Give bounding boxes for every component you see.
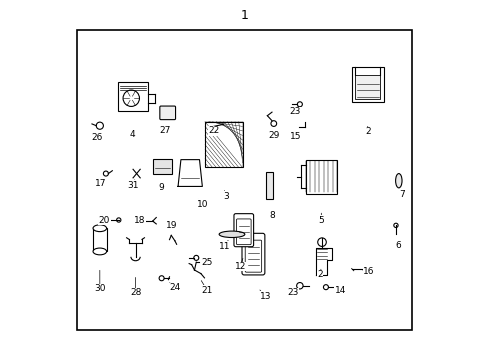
Text: 26: 26 bbox=[91, 133, 103, 142]
Text: 22: 22 bbox=[208, 126, 219, 135]
Text: 8: 8 bbox=[269, 211, 275, 220]
Text: 13: 13 bbox=[259, 292, 270, 301]
Text: 31: 31 bbox=[127, 181, 139, 190]
Text: 4: 4 bbox=[129, 130, 135, 139]
Text: 16: 16 bbox=[362, 267, 374, 276]
Text: 6: 6 bbox=[394, 240, 400, 249]
Text: 28: 28 bbox=[130, 288, 141, 297]
Ellipse shape bbox=[93, 248, 106, 255]
Text: 23: 23 bbox=[289, 107, 300, 116]
Text: 15: 15 bbox=[289, 132, 300, 141]
Bar bbox=[118, 82, 148, 111]
FancyBboxPatch shape bbox=[242, 233, 264, 275]
FancyBboxPatch shape bbox=[233, 214, 253, 247]
Ellipse shape bbox=[395, 174, 401, 188]
Text: 11: 11 bbox=[219, 242, 230, 251]
FancyBboxPatch shape bbox=[236, 219, 251, 245]
Text: 25: 25 bbox=[201, 258, 212, 267]
Bar bbox=[351, 67, 383, 102]
Text: 10: 10 bbox=[196, 200, 208, 209]
Text: 20: 20 bbox=[99, 216, 110, 225]
Ellipse shape bbox=[219, 231, 244, 238]
Text: 17: 17 bbox=[95, 179, 106, 188]
Bar bbox=[354, 75, 380, 99]
Text: 24: 24 bbox=[169, 283, 180, 292]
Bar bbox=[93, 228, 106, 251]
Text: 9: 9 bbox=[159, 183, 164, 192]
Text: 14: 14 bbox=[334, 285, 345, 294]
Text: 2: 2 bbox=[317, 270, 323, 279]
Bar bbox=[265, 172, 272, 199]
Text: 23: 23 bbox=[286, 288, 298, 297]
Text: 12: 12 bbox=[234, 262, 245, 271]
Bar bbox=[77, 30, 411, 330]
Text: 1: 1 bbox=[240, 9, 248, 22]
Bar bbox=[153, 158, 171, 174]
Text: 19: 19 bbox=[165, 221, 177, 230]
Text: 21: 21 bbox=[201, 285, 212, 294]
FancyBboxPatch shape bbox=[244, 240, 261, 272]
Text: 18: 18 bbox=[134, 216, 145, 225]
Text: 3: 3 bbox=[223, 192, 228, 201]
Bar bbox=[204, 122, 242, 167]
Text: 29: 29 bbox=[267, 131, 279, 140]
Text: 2: 2 bbox=[364, 127, 370, 136]
Text: 5: 5 bbox=[318, 216, 324, 225]
Text: 27: 27 bbox=[159, 126, 170, 135]
Text: 7: 7 bbox=[398, 190, 404, 199]
FancyBboxPatch shape bbox=[160, 106, 175, 120]
Text: 30: 30 bbox=[94, 284, 105, 293]
Bar bbox=[305, 159, 336, 194]
Ellipse shape bbox=[93, 225, 106, 231]
Circle shape bbox=[135, 172, 138, 175]
